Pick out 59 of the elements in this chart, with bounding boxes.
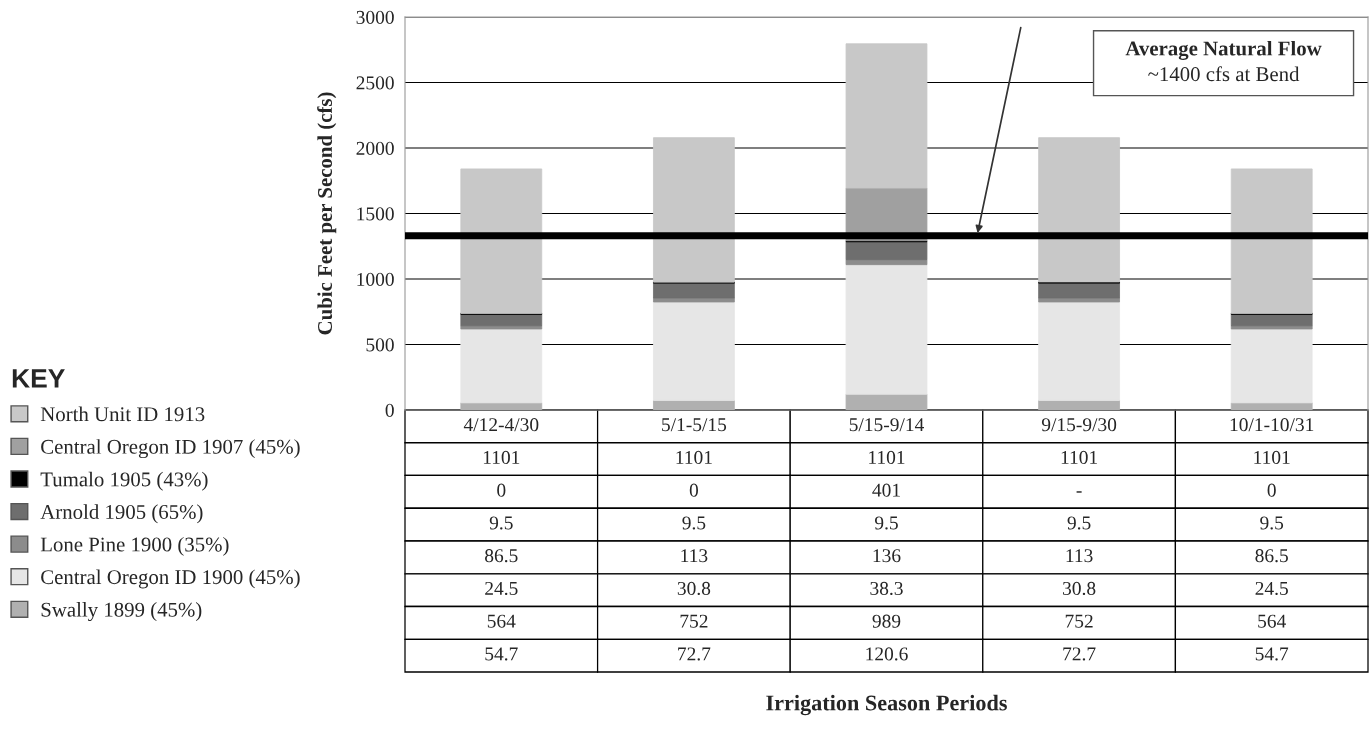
data-label: 0: [689, 483, 699, 497]
x-tick-label: 10/1-10/31: [1230, 418, 1314, 432]
data-label: 72.7: [1063, 647, 1096, 661]
data-label: 38.3: [870, 581, 903, 596]
data-label: 9.5: [489, 516, 513, 530]
y-axis-title: Cubic Feet per Second (cfs): [317, 92, 337, 335]
data-label: 1101: [483, 450, 520, 464]
y-tick-label: 1500: [357, 207, 394, 221]
x-tick-label: 9/15-9/30: [1041, 418, 1117, 432]
data-label: 24.5: [485, 581, 518, 596]
data-label: 120.6: [866, 647, 908, 661]
data-label: 9.5: [682, 516, 706, 530]
x-tick-label: 5/1-5/15: [662, 418, 727, 432]
legend-title: KEY: [12, 369, 65, 388]
legend-label: Tumalo 1905 (43%): [40, 471, 208, 491]
y-tick-label: 1000: [357, 272, 394, 286]
y-tick-label: 3000: [356, 10, 394, 24]
data-label: 752: [1065, 614, 1093, 628]
y-tick-label: 500: [366, 338, 394, 352]
legend-label: North Unit ID 1913: [40, 406, 205, 422]
data-label: 86.5: [1255, 549, 1288, 563]
data-label: 1101: [676, 450, 712, 464]
annotation: ~1400 cfs at Bend: [1148, 66, 1300, 82]
data-label: 9.5: [874, 516, 898, 530]
legend-label: Central Oregon ID 1900 (45%): [41, 569, 300, 589]
x-tick-label: 5/15-9/14: [849, 418, 924, 432]
y-tick-label: 2500: [356, 76, 394, 90]
annotation: Average Natural Flow: [1125, 40, 1322, 60]
data-label: 30.8: [1063, 581, 1096, 596]
data-label: 54.7: [485, 647, 518, 661]
data-label: 9.5: [1260, 516, 1284, 530]
data-label: 24.5: [1255, 581, 1288, 596]
data-label: 401: [872, 483, 900, 497]
data-label: 0: [1267, 483, 1276, 497]
legend-label: Arnold 1905 (65%): [40, 504, 203, 524]
data-label: 72.7: [678, 647, 711, 661]
data-label: 989: [872, 614, 901, 628]
y-tick-label: 2000: [356, 141, 394, 155]
data-label: 564: [487, 614, 516, 628]
y-tick-label: 0: [385, 403, 394, 417]
text: -: [1076, 491, 1082, 493]
data-label: 1101: [1061, 450, 1098, 464]
data-label: 1101: [869, 450, 905, 464]
data-label: 564: [1258, 614, 1286, 628]
data-label: 54.7: [1255, 647, 1289, 661]
data-label: 0: [497, 483, 506, 497]
legend-label: Central Oregon ID 1907 (45%): [41, 439, 300, 459]
data-label: 1101: [1254, 450, 1290, 464]
data-label: 9.5: [1067, 516, 1091, 530]
data-label: 30.8: [677, 581, 711, 596]
legend-label: Lone Pine 1900 (35%): [40, 536, 229, 556]
data-label: 136: [873, 549, 901, 563]
data-label: 113: [1066, 549, 1093, 563]
text: Irrigation Season Periods: [766, 694, 1007, 716]
data-label: 752: [680, 614, 708, 628]
legend-label: Swally 1899 (45%): [41, 602, 202, 622]
x-tick-label: 4/12-4/30: [463, 418, 539, 432]
data-label: 113: [681, 549, 708, 563]
data-label: 86.5: [485, 549, 518, 563]
